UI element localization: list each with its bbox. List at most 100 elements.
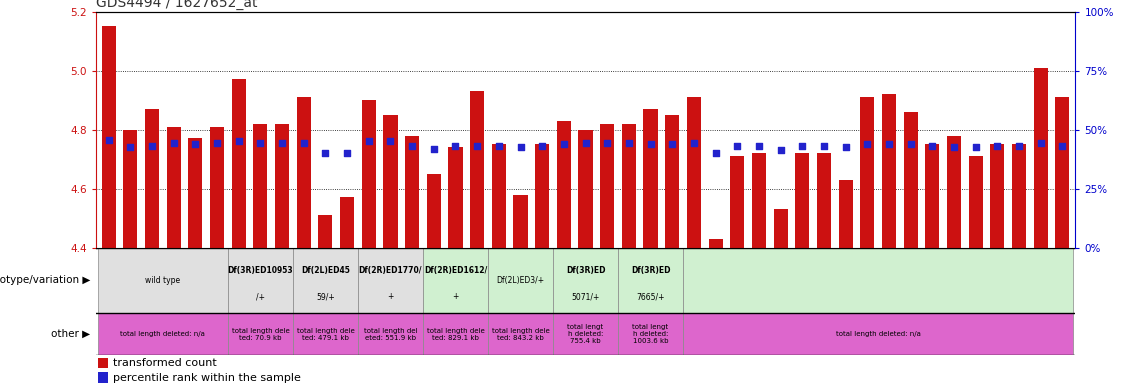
- Bar: [1034, 68, 1047, 248]
- Text: Df(3R)ED: Df(3R)ED: [631, 266, 670, 275]
- Point: [164, 140, 182, 146]
- Bar: [293, 248, 358, 313]
- Text: genotype/variation ▶: genotype/variation ▶: [0, 275, 90, 285]
- Text: GDS4494 / 1627652_at: GDS4494 / 1627652_at: [96, 0, 257, 10]
- Bar: [683, 248, 1073, 313]
- Text: +: +: [453, 292, 458, 301]
- Bar: [340, 197, 355, 248]
- Point: [837, 144, 855, 151]
- Text: 7665/+: 7665/+: [636, 292, 664, 301]
- Point: [403, 143, 421, 149]
- Bar: [618, 248, 683, 313]
- Bar: [188, 139, 203, 248]
- Text: Df(3R)ED10953: Df(3R)ED10953: [227, 266, 293, 275]
- Bar: [903, 112, 918, 248]
- Bar: [708, 239, 723, 248]
- Text: Df(2R)ED1770/: Df(2R)ED1770/: [359, 266, 422, 275]
- Bar: [232, 79, 245, 248]
- Bar: [427, 174, 441, 248]
- Bar: [405, 136, 419, 248]
- Point: [577, 140, 595, 146]
- Text: total lengt
h deleted:
1003.6 kb: total lengt h deleted: 1003.6 kb: [633, 324, 669, 344]
- Text: Df(2L)ED45: Df(2L)ED45: [301, 266, 350, 275]
- Bar: [752, 153, 766, 248]
- Point: [1031, 140, 1049, 146]
- Point: [706, 150, 724, 156]
- Bar: [556, 121, 571, 248]
- Bar: [1055, 97, 1070, 248]
- Bar: [947, 136, 960, 248]
- Text: 5071/+: 5071/+: [571, 292, 600, 301]
- Bar: [860, 97, 874, 248]
- Bar: [488, 248, 553, 313]
- Bar: [816, 153, 831, 248]
- Bar: [643, 109, 658, 248]
- Bar: [319, 215, 332, 248]
- Text: total length dele
ted: 829.1 kb: total length dele ted: 829.1 kb: [427, 328, 484, 341]
- Bar: [579, 130, 592, 248]
- Bar: [926, 144, 939, 248]
- Point: [447, 143, 465, 149]
- Point: [750, 143, 768, 149]
- Bar: [145, 109, 159, 248]
- Text: Df(3R)ED: Df(3R)ED: [565, 266, 606, 275]
- Text: total length dele
ted: 843.2 kb: total length dele ted: 843.2 kb: [492, 328, 549, 341]
- Bar: [687, 97, 700, 248]
- Bar: [98, 372, 108, 382]
- Bar: [167, 127, 181, 248]
- Point: [879, 141, 897, 147]
- Bar: [297, 97, 311, 248]
- Bar: [1012, 144, 1026, 248]
- Bar: [882, 94, 896, 248]
- Point: [468, 143, 486, 149]
- Point: [663, 141, 681, 147]
- Text: other ▶: other ▶: [51, 329, 90, 339]
- Point: [989, 143, 1007, 149]
- Point: [425, 146, 443, 152]
- Point: [1053, 143, 1071, 149]
- Point: [945, 144, 963, 151]
- Bar: [211, 127, 224, 248]
- Point: [555, 141, 573, 147]
- Bar: [990, 144, 1004, 248]
- Text: 59/+: 59/+: [316, 292, 334, 301]
- Point: [815, 143, 833, 149]
- Text: Df(2L)ED3/+: Df(2L)ED3/+: [497, 276, 545, 285]
- Bar: [513, 195, 528, 248]
- Bar: [98, 358, 108, 368]
- Bar: [275, 124, 289, 248]
- Bar: [622, 124, 636, 248]
- Text: total length deleted: n/a: total length deleted: n/a: [835, 331, 921, 337]
- Bar: [253, 124, 268, 248]
- Bar: [361, 100, 376, 248]
- Point: [858, 141, 876, 147]
- Bar: [600, 124, 615, 248]
- Bar: [683, 313, 1073, 355]
- Text: total length dele
ted: 479.1 kb: total length dele ted: 479.1 kb: [296, 328, 355, 341]
- Point: [534, 143, 552, 149]
- Bar: [448, 147, 463, 248]
- Bar: [227, 313, 293, 355]
- Point: [251, 140, 269, 146]
- Bar: [423, 248, 488, 313]
- Text: transformed count: transformed count: [113, 358, 216, 368]
- Bar: [124, 130, 137, 248]
- Bar: [471, 91, 484, 248]
- Point: [274, 140, 292, 146]
- Bar: [358, 313, 423, 355]
- Point: [1010, 143, 1028, 149]
- Point: [490, 143, 508, 149]
- Bar: [618, 313, 683, 355]
- Bar: [384, 115, 397, 248]
- Bar: [774, 209, 787, 248]
- Bar: [423, 313, 488, 355]
- Point: [360, 138, 378, 144]
- Point: [685, 140, 703, 146]
- Bar: [227, 248, 293, 313]
- Bar: [98, 248, 227, 313]
- Point: [100, 137, 118, 143]
- Point: [316, 150, 334, 156]
- Bar: [98, 313, 227, 355]
- Point: [338, 150, 356, 156]
- Point: [122, 144, 140, 151]
